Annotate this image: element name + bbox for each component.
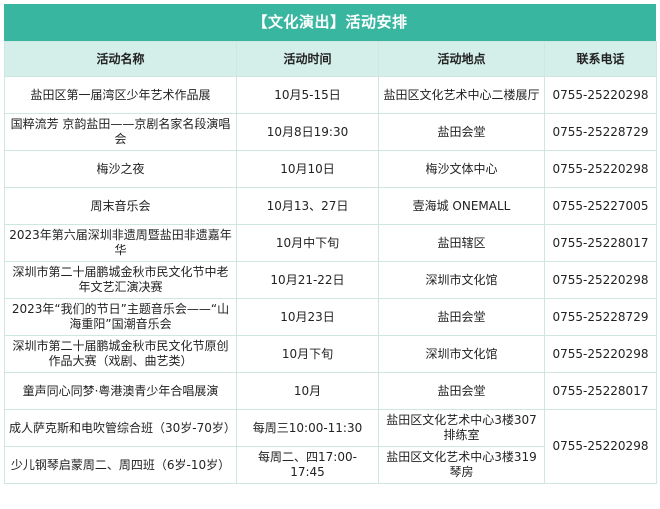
activity-location: 盐田会堂 [378,113,545,151]
header-phone: 联系电话 [544,41,657,77]
activity-location: 盐田辖区 [378,224,545,262]
activity-phone: 0755-25220298 [544,261,657,299]
table-row: 深圳市第二十届鹏城金秋市民文化节中老年文艺汇演决赛 10月21-22日 深圳市文… [4,261,657,299]
activity-table: 活动名称 活动时间 活动地点 联系电话 盐田区第一届湾区少年艺术作品展 10月5… [4,41,657,484]
activity-location: 盐田会堂 [378,372,545,410]
header-name: 活动名称 [4,41,237,77]
activity-phone: 0755-25220298 [544,76,657,114]
activity-phone: 0755-25220298 [544,335,657,373]
activity-location: 盐田会堂 [378,298,545,336]
activity-location: 盐田区文化艺术中心二楼展厅 [378,76,545,114]
activity-time: 10月下旬 [236,335,379,373]
activity-name: 周末音乐会 [4,187,237,225]
activity-name: 深圳市第二十届鹏城金秋市民文化节中老年文艺汇演决赛 [4,261,237,299]
header-time: 活动时间 [236,41,379,77]
activity-time: 10月13、27日 [236,187,379,225]
activity-time: 每周二、四17:00-17:45 [236,446,379,484]
activity-name: 深圳市第二十届鹏城金秋市民文化节原创作品大赛（戏剧、曲艺类） [4,335,237,373]
activity-phone: 0755-25228017 [544,224,657,262]
activity-name: 成人萨克斯和电吹管综合班（30岁-70岁） [4,409,237,447]
activity-time: 10月21-22日 [236,261,379,299]
table-row: 盐田区第一届湾区少年艺术作品展 10月5-15日 盐田区文化艺术中心二楼展厅 0… [4,76,657,114]
header-row: 活动名称 活动时间 活动地点 联系电话 [4,41,657,77]
table-row: 少儿钢琴启蒙周二、周四班（6岁-10岁） 每周二、四17:00-17:45 盐田… [4,446,657,484]
table-row: 2023年“我们的节日”主题音乐会——“山海重阳”国潮音乐会 10月23日 盐田… [4,298,657,336]
activity-phone-merged: 0755-25220298 [544,409,657,484]
activity-phone: 0755-25228729 [544,298,657,336]
table-row: 梅沙之夜 10月10日 梅沙文体中心 0755-25220298 [4,150,657,188]
activity-phone: 0755-25228729 [544,113,657,151]
activity-time: 10月中下旬 [236,224,379,262]
activity-location: 盐田区文化艺术中心3楼319琴房 [378,446,545,484]
activity-name: 国粹流芳 京韵盐田——京剧名家名段演唱会 [4,113,237,151]
table-row: 2023年第六届深圳非遗周暨盐田非遗嘉年华 10月中下旬 盐田辖区 0755-2… [4,224,657,262]
activity-name: 2023年“我们的节日”主题音乐会——“山海重阳”国潮音乐会 [4,298,237,336]
activity-location: 壹海城 ONEMALL [378,187,545,225]
activity-time: 10月5-15日 [236,76,379,114]
table-row: 深圳市第二十届鹏城金秋市民文化节原创作品大赛（戏剧、曲艺类） 10月下旬 深圳市… [4,335,657,373]
table-row: 童声同心同梦·粤港澳青少年合唱展演 10月 盐田会堂 0755-25228017 [4,372,657,410]
activity-time: 10月8日19:30 [236,113,379,151]
activity-phone: 0755-25220298 [544,150,657,188]
activity-name: 童声同心同梦·粤港澳青少年合唱展演 [4,372,237,410]
table-row: 周末音乐会 10月13、27日 壹海城 ONEMALL 0755-2522700… [4,187,657,225]
activity-phone: 0755-25227005 [544,187,657,225]
activity-time: 每周三10:00-11:30 [236,409,379,447]
header-location: 活动地点 [378,41,545,77]
activity-phone: 0755-25228017 [544,372,657,410]
activity-name: 2023年第六届深圳非遗周暨盐田非遗嘉年华 [4,224,237,262]
activity-location: 深圳市文化馆 [378,335,545,373]
table-title: 【文化演出】活动安排 [4,4,656,41]
activity-location: 梅沙文体中心 [378,150,545,188]
activity-schedule: 【文化演出】活动安排 活动名称 活动时间 活动地点 联系电话 盐田区第一届湾区少… [4,4,657,484]
activity-location: 盐田区文化艺术中心3楼307排练室 [378,409,545,447]
activity-name: 盐田区第一届湾区少年艺术作品展 [4,76,237,114]
table-row: 国粹流芳 京韵盐田——京剧名家名段演唱会 10月8日19:30 盐田会堂 075… [4,113,657,151]
activity-time: 10月 [236,372,379,410]
activity-time: 10月10日 [236,150,379,188]
table-row: 成人萨克斯和电吹管综合班（30岁-70岁） 每周三10:00-11:30 盐田区… [4,409,657,484]
activity-name: 少儿钢琴启蒙周二、周四班（6岁-10岁） [4,446,237,484]
activity-time: 10月23日 [236,298,379,336]
activity-location: 深圳市文化馆 [378,261,545,299]
activity-name: 梅沙之夜 [4,150,237,188]
